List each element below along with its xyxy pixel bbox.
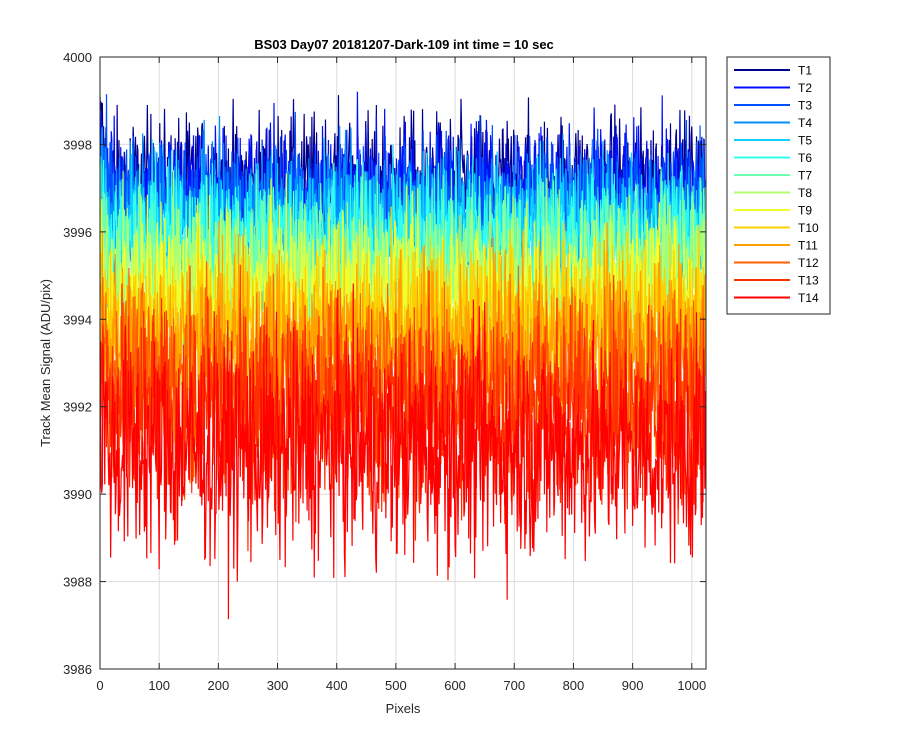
x-tick-label: 500 bbox=[385, 678, 407, 693]
legend-label-t2: T2 bbox=[798, 81, 812, 95]
legend-box bbox=[726, 56, 831, 315]
tick-layer: 0 100 200 300 400 500 600 700 800 900 1000 3986 3988… bbox=[63, 50, 706, 693]
series-line-t14 bbox=[99, 283, 707, 620]
legend-label-t10: T10 bbox=[798, 221, 819, 235]
y-tick-label: 3990 bbox=[63, 487, 92, 502]
y-tick-label: 3986 bbox=[63, 662, 92, 677]
y-tick-label: 4000 bbox=[63, 50, 92, 65]
x-tick-label: 1000 bbox=[677, 678, 706, 693]
x-tick-label: 300 bbox=[267, 678, 289, 693]
y-tick-label: 3998 bbox=[63, 137, 92, 152]
y-axis-label: Track Mean Signal (ADU/pix) bbox=[38, 279, 53, 447]
y-tick-label: 3994 bbox=[63, 312, 92, 327]
legend-label-t12: T12 bbox=[798, 256, 819, 270]
legend-entries: T1 T2 T3 T4 T5 T6 T7 T8 T9 T10 T11 T12 T13 T14 bbox=[734, 64, 819, 305]
legend-label-t8: T8 bbox=[798, 186, 812, 200]
x-tick-label: 600 bbox=[444, 678, 466, 693]
legend-label-t6: T6 bbox=[798, 151, 812, 165]
series-layer bbox=[99, 91, 707, 620]
x-axis-label: Pixels bbox=[386, 701, 421, 716]
chart-title: BS03 Day07 20181207-Dark-109 int time = … bbox=[254, 37, 554, 52]
legend-label-t11: T11 bbox=[798, 239, 818, 253]
x-tick-label: 100 bbox=[148, 678, 170, 693]
legend-label-t7: T7 bbox=[798, 169, 812, 183]
x-tick-label: 400 bbox=[326, 678, 348, 693]
y-tick-label: 3988 bbox=[63, 575, 92, 590]
legend-label-t9: T9 bbox=[798, 204, 812, 218]
axes-box bbox=[99, 56, 707, 670]
x-tick-label: 200 bbox=[208, 678, 230, 693]
legend-label-t4: T4 bbox=[798, 116, 812, 130]
legend-label-t5: T5 bbox=[798, 134, 812, 148]
legend: T1 T2 T3 T4 T5 T6 T7 T8 T9 T10 T11 T12 T13 T14 bbox=[726, 56, 831, 315]
x-tick-label: 900 bbox=[622, 678, 644, 693]
legend-label-t1: T1 bbox=[798, 64, 812, 78]
x-tick-label: 700 bbox=[503, 678, 525, 693]
legend-label-t13: T13 bbox=[798, 274, 819, 288]
y-tick-label: 3992 bbox=[63, 400, 92, 415]
legend-label-t3: T3 bbox=[798, 99, 812, 113]
legend-label-t14: T14 bbox=[798, 291, 819, 305]
x-tick-label: 0 bbox=[96, 678, 103, 693]
y-tick-label: 3996 bbox=[63, 225, 92, 240]
x-tick-label: 800 bbox=[563, 678, 585, 693]
